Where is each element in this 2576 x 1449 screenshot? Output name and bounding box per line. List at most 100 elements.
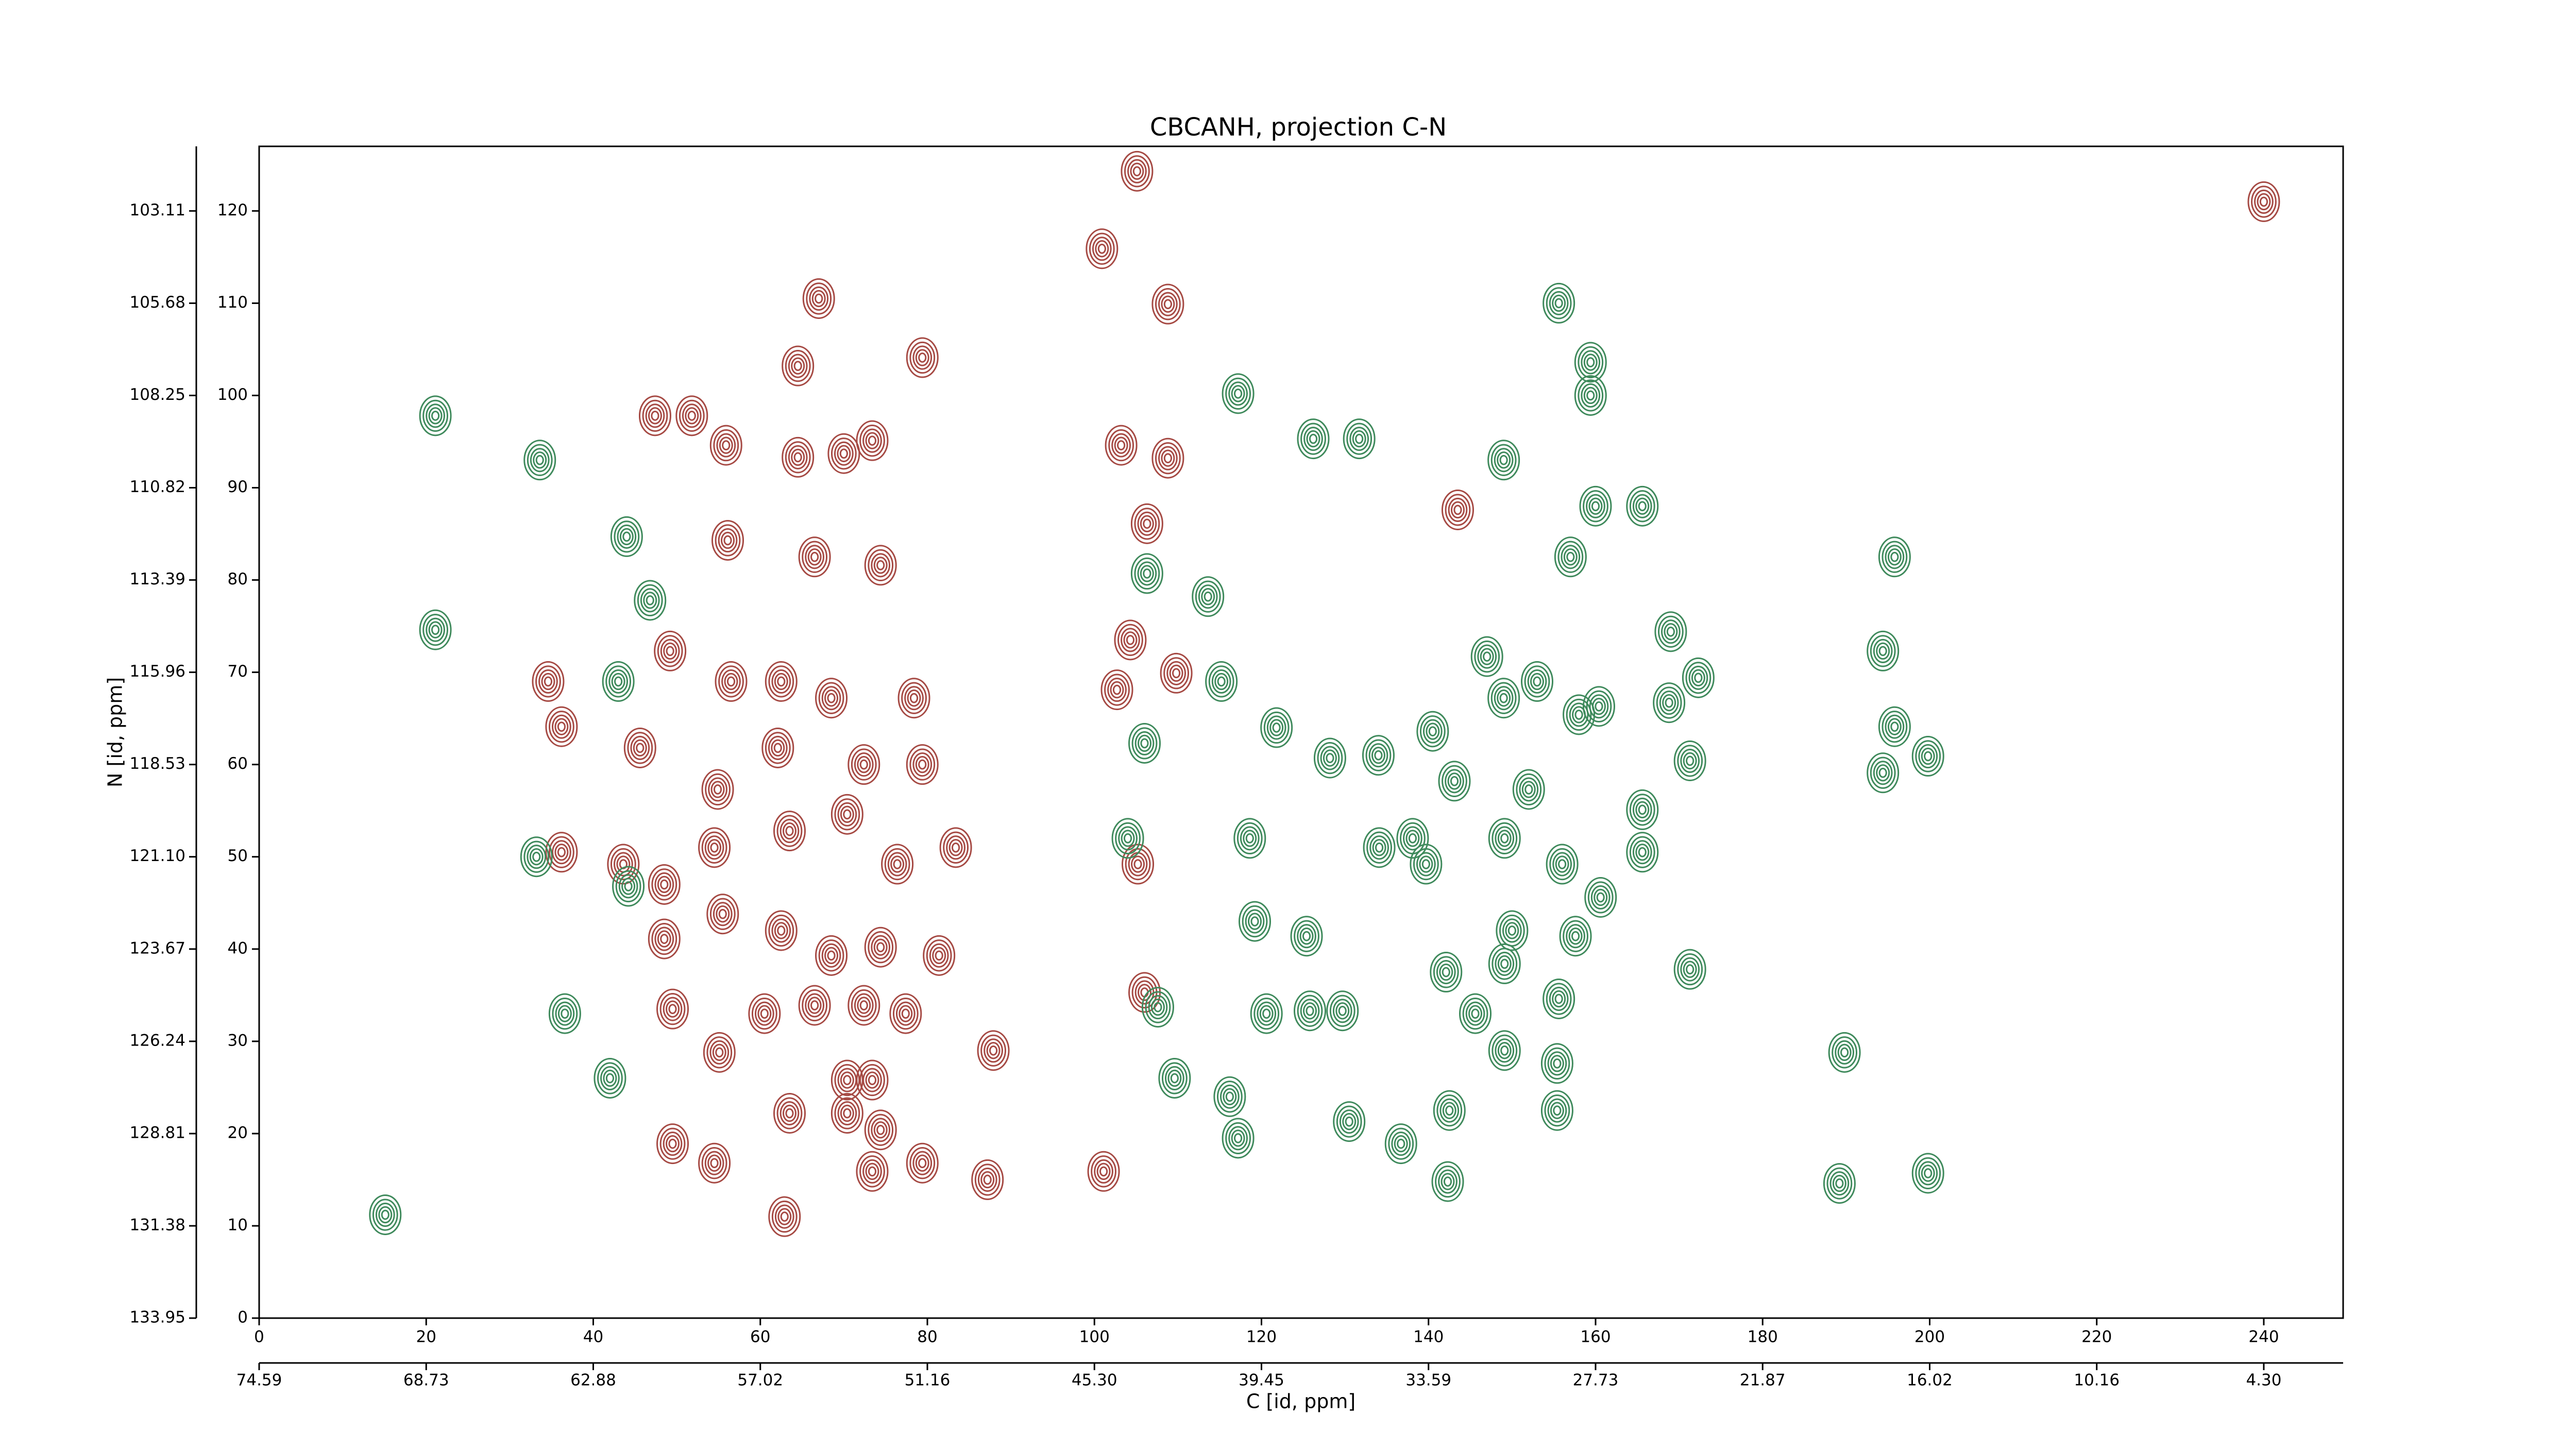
- contour-peak: [773, 811, 806, 852]
- contour-peak: [1222, 1118, 1255, 1159]
- contour-peak: [1130, 503, 1163, 544]
- contour-peak: [1549, 291, 1569, 315]
- contour-peak: [884, 848, 910, 881]
- contour-peak: [810, 1000, 819, 1010]
- contour-peak: [768, 1196, 801, 1237]
- contour-peak: [1405, 830, 1420, 847]
- y2-tick-label: 133.95: [130, 1308, 185, 1327]
- contour-peak: [827, 950, 836, 961]
- contour-peak: [1524, 665, 1550, 698]
- contour-peak: [711, 520, 744, 561]
- contour-peak: [1547, 1098, 1567, 1123]
- contour-peak: [707, 839, 722, 856]
- contour-peak: [1686, 964, 1694, 975]
- contour-peak: [1192, 576, 1225, 617]
- contour-peak: [1397, 1138, 1405, 1149]
- contour-peak: [1499, 693, 1508, 703]
- contour-peak: [1342, 1113, 1357, 1131]
- contour-peak: [1158, 446, 1178, 470]
- contour-peak: [1213, 1076, 1246, 1117]
- contour-peak: [709, 425, 742, 466]
- contour-peak: [1683, 752, 1697, 770]
- contour-peak: [1245, 833, 1254, 844]
- contour-peak: [807, 548, 822, 566]
- contour-peak: [666, 1000, 680, 1018]
- contour-peak: [984, 1038, 1003, 1063]
- contour-peak: [527, 444, 553, 476]
- contour-peak: [1262, 1008, 1271, 1019]
- contour-peak: [773, 743, 782, 753]
- contour-peak: [887, 852, 907, 877]
- contour-peak: [1332, 999, 1352, 1023]
- contour-peak: [771, 739, 785, 757]
- contour-peak: [1450, 776, 1459, 786]
- x2-tick-label: 57.02: [737, 1371, 783, 1390]
- contour-peak: [1867, 752, 1900, 794]
- contour-peak: [709, 898, 736, 930]
- contour-peak: [862, 1068, 882, 1092]
- contour-peak: [654, 630, 687, 671]
- contour-peak: [1416, 852, 1436, 877]
- contour-peak: [918, 759, 927, 770]
- contour-peak: [1117, 624, 1143, 656]
- contour-peak: [1320, 746, 1340, 770]
- contour-peak: [716, 433, 736, 458]
- contour-peak: [843, 1108, 852, 1119]
- contour-peak: [1335, 1002, 1350, 1020]
- contour-peak: [1500, 833, 1509, 844]
- contour-peak: [1132, 166, 1142, 177]
- contour-peak: [1158, 292, 1178, 316]
- contour-peak: [1329, 995, 1355, 1027]
- contour-peak: [912, 1151, 933, 1175]
- contour-peak: [1430, 952, 1463, 993]
- y2-tick-label: 108.25: [130, 385, 185, 404]
- contour-peak: [1499, 454, 1508, 465]
- contour-peak: [1626, 485, 1659, 527]
- contour-peak: [1581, 383, 1601, 408]
- contour-peak: [552, 997, 578, 1030]
- contour-peak: [1673, 740, 1706, 782]
- contour-peak: [2259, 196, 2268, 207]
- contour-peak: [848, 985, 880, 1026]
- contour-peak: [1882, 541, 1908, 573]
- contour-peak: [532, 851, 541, 862]
- contour-peak: [977, 1030, 1010, 1071]
- contour-peak: [840, 1071, 854, 1089]
- y2-tick-label: 118.53: [130, 754, 185, 773]
- contour-peak: [611, 672, 625, 690]
- contour-peak: [1303, 427, 1323, 451]
- contour-peak: [541, 672, 555, 690]
- contour-peak: [768, 735, 788, 760]
- contour-peak: [523, 840, 550, 873]
- contour-peak: [774, 1204, 794, 1229]
- contour-peak: [785, 825, 794, 836]
- contour-peak: [876, 1124, 885, 1135]
- contour-peak: [824, 689, 839, 707]
- contour-peak: [651, 410, 659, 421]
- contour-peak: [1487, 678, 1520, 719]
- contour-peak: [1299, 928, 1314, 945]
- contour-peak: [1123, 631, 1138, 649]
- contour-peak: [1632, 494, 1652, 518]
- contour-peak: [1294, 990, 1327, 1032]
- contour-peak: [751, 997, 777, 1030]
- contour-peak: [774, 922, 788, 939]
- contour-peak: [548, 836, 574, 868]
- contour-peak: [718, 528, 738, 553]
- contour-peak: [1578, 346, 1604, 379]
- contour-peak: [1164, 1066, 1184, 1090]
- contour-peak: [1658, 615, 1684, 648]
- x2-tick-label: 16.02: [1907, 1371, 1953, 1390]
- contour-peak: [771, 918, 791, 943]
- contour-peak: [1253, 997, 1280, 1030]
- contour-peak: [1163, 299, 1173, 310]
- x2-tick-label: 74.59: [236, 1371, 282, 1390]
- contour-peak: [1366, 831, 1392, 864]
- contour-peak: [1594, 888, 1608, 906]
- contour-peak: [2251, 186, 2277, 218]
- contour-peak: [1492, 948, 1518, 980]
- contour-peak: [1243, 830, 1257, 847]
- contour-peak: [706, 1036, 733, 1069]
- contour-peak: [1105, 425, 1138, 466]
- contour-peak: [1626, 789, 1659, 830]
